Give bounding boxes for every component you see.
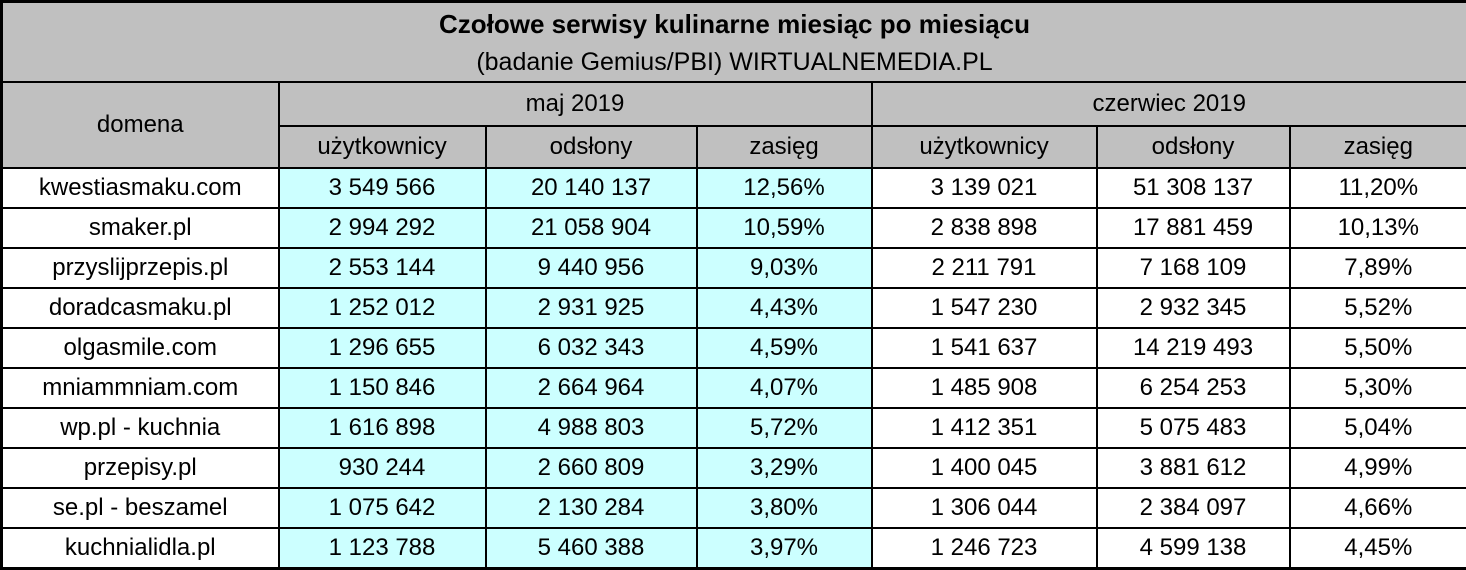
domain-cell: przepisy.pl [2,448,279,488]
june-value-cell: 5,30% [1290,368,1466,408]
title-row: Czołowe serwisy kulinarne miesiąc po mie… [2,2,1466,83]
june-value-cell: 17 881 459 [1097,208,1290,248]
column-header-may-users: użytkownicy [279,126,486,168]
june-value-cell: 3 139 021 [872,168,1097,208]
table-title: Czołowe serwisy kulinarne miesiąc po mie… [7,4,1462,44]
june-value-cell: 51 308 137 [1097,168,1290,208]
june-value-cell: 7 168 109 [1097,248,1290,288]
june-value-cell: 10,13% [1290,208,1466,248]
june-value-cell: 2 384 097 [1097,488,1290,528]
june-value-cell: 5,52% [1290,288,1466,328]
column-header-may-views: odsłony [486,126,697,168]
domain-cell: olgasmile.com [2,328,279,368]
june-value-cell: 4,66% [1290,488,1466,528]
table-header: Czołowe serwisy kulinarne miesiąc po mie… [2,2,1466,169]
month-header-row: domena maj 2019 czerwiec 2019 [2,82,1466,126]
june-value-cell: 5,50% [1290,328,1466,368]
june-value-cell: 1 412 351 [872,408,1097,448]
june-value-cell: 1 485 908 [872,368,1097,408]
june-value-cell: 2 838 898 [872,208,1097,248]
may-value-cell: 930 244 [279,448,486,488]
domain-cell: przyslijprzepis.pl [2,248,279,288]
domain-cell: doradcasmaku.pl [2,288,279,328]
june-value-cell: 1 547 230 [872,288,1097,328]
column-group-june-2019: czerwiec 2019 [872,82,1466,126]
may-value-cell: 2 994 292 [279,208,486,248]
june-value-cell: 1 306 044 [872,488,1097,528]
may-value-cell: 1 075 642 [279,488,486,528]
june-value-cell: 1 246 723 [872,528,1097,569]
june-value-cell: 4,45% [1290,528,1466,569]
may-value-cell: 12,56% [697,168,872,208]
june-value-cell: 5,04% [1290,408,1466,448]
june-value-cell: 14 219 493 [1097,328,1290,368]
june-value-cell: 6 254 253 [1097,368,1290,408]
domain-cell: wp.pl - kuchnia [2,408,279,448]
domain-cell: mniammniam.com [2,368,279,408]
may-value-cell: 21 058 904 [486,208,697,248]
may-value-cell: 20 140 137 [486,168,697,208]
june-value-cell: 1 400 045 [872,448,1097,488]
may-value-cell: 3,80% [697,488,872,528]
domain-cell: smaker.pl [2,208,279,248]
may-value-cell: 1 150 846 [279,368,486,408]
column-header-june-reach: zasięg [1290,126,1466,168]
may-value-cell: 6 032 343 [486,328,697,368]
may-value-cell: 10,59% [697,208,872,248]
column-group-may-2019: maj 2019 [279,82,872,126]
table-subtitle: (badanie Gemius/PBI) WIRTUALNEMEDIA.PL [7,44,1462,80]
may-value-cell: 1 616 898 [279,408,486,448]
may-value-cell: 1 252 012 [279,288,486,328]
domain-cell: kuchnialidla.pl [2,528,279,569]
may-value-cell: 4,59% [697,328,872,368]
june-value-cell: 2 211 791 [872,248,1097,288]
column-header-june-users: użytkownicy [872,126,1097,168]
may-value-cell: 3,29% [697,448,872,488]
may-value-cell: 1 123 788 [279,528,486,569]
may-value-cell: 5,72% [697,408,872,448]
may-value-cell: 5 460 388 [486,528,697,569]
column-header-june-views: odsłony [1097,126,1290,168]
may-value-cell: 3 549 566 [279,168,486,208]
june-value-cell: 4 599 138 [1097,528,1290,569]
june-value-cell: 7,89% [1290,248,1466,288]
may-value-cell: 4,07% [697,368,872,408]
column-header-domain: domena [2,82,279,168]
may-value-cell: 9,03% [697,248,872,288]
june-value-cell: 11,20% [1290,168,1466,208]
may-value-cell: 2 664 964 [486,368,697,408]
may-value-cell: 9 440 956 [486,248,697,288]
domain-cell: kwestiasmaku.com [2,168,279,208]
may-value-cell: 2 931 925 [486,288,697,328]
column-header-may-reach: zasięg [697,126,872,168]
june-value-cell: 3 881 612 [1097,448,1290,488]
title-cell: Czołowe serwisy kulinarne miesiąc po mie… [2,2,1466,83]
domain-cell: se.pl - beszamel [2,488,279,528]
may-value-cell: 4 988 803 [486,408,697,448]
june-value-cell: 5 075 483 [1097,408,1290,448]
may-value-cell: 1 296 655 [279,328,486,368]
may-value-cell: 4,43% [697,288,872,328]
june-value-cell: 4,99% [1290,448,1466,488]
may-value-cell: 3,97% [697,528,872,569]
may-value-cell: 2 553 144 [279,248,486,288]
june-value-cell: 2 932 345 [1097,288,1290,328]
may-value-cell: 2 660 809 [486,448,697,488]
may-value-cell: 2 130 284 [486,488,697,528]
june-value-cell: 1 541 637 [872,328,1097,368]
